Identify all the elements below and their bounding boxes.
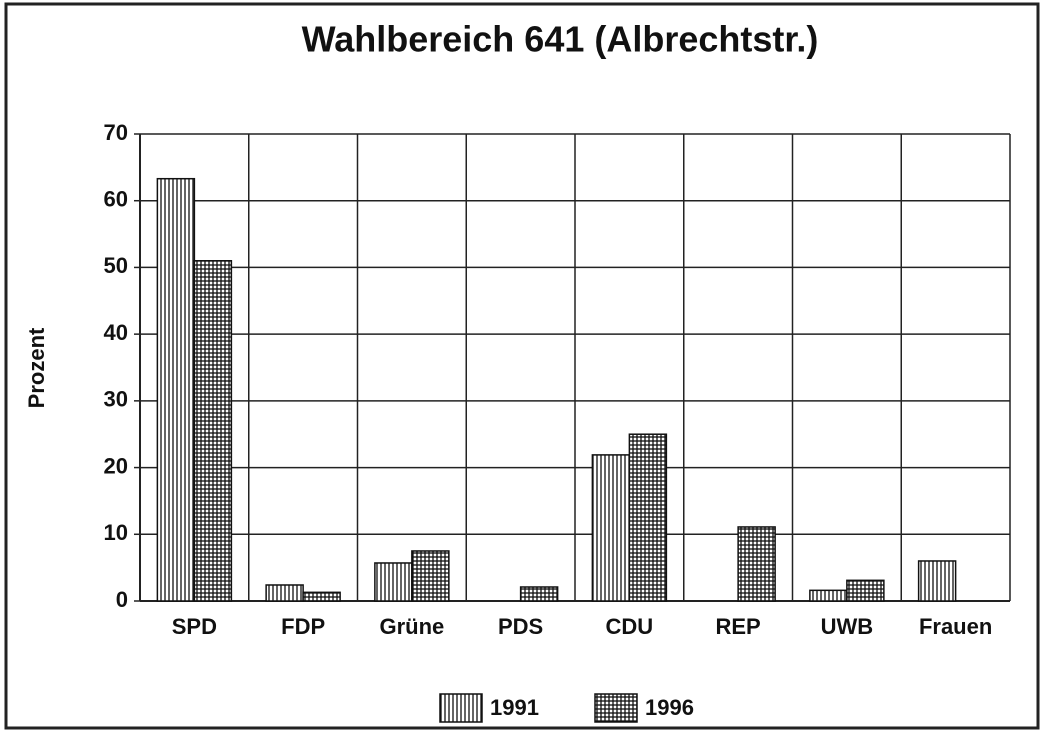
bar <box>519 586 559 602</box>
legend-label: 1991 <box>490 695 539 720</box>
legend-swatch <box>594 693 638 723</box>
bar <box>374 562 413 602</box>
legend-label: 1996 <box>645 695 694 720</box>
x-tick-label: SPD <box>172 614 217 639</box>
y-axis-label: Prozent <box>24 327 49 408</box>
x-tick-label: UWB <box>821 614 874 639</box>
y-tick-label: 60 <box>104 187 128 212</box>
bar <box>193 260 233 602</box>
y-tick-label: 30 <box>104 387 128 412</box>
y-tick-label: 20 <box>104 453 128 478</box>
y-tick-label: 70 <box>104 120 128 145</box>
chart-title: Wahlbereich 641 (Albrechtstr.) <box>302 19 819 60</box>
x-tick-label: Grüne <box>379 614 444 639</box>
bar <box>628 433 668 602</box>
bar <box>156 177 196 602</box>
bar <box>302 591 341 602</box>
x-tick-label: PDS <box>498 614 543 639</box>
bar <box>917 560 957 602</box>
x-tick-label: Frauen <box>919 614 992 639</box>
bar <box>737 526 776 602</box>
y-tick-label: 0 <box>116 587 128 612</box>
x-tick-label: FDP <box>281 614 325 639</box>
bar <box>411 550 450 602</box>
y-tick-label: 50 <box>104 253 128 278</box>
x-tick-label: REP <box>716 614 761 639</box>
legend-swatch <box>439 693 483 723</box>
bar <box>809 589 848 602</box>
frame <box>4 2 1040 730</box>
bar <box>591 454 631 602</box>
x-tick-label: CDU <box>606 614 654 639</box>
bar <box>846 579 885 602</box>
bar <box>265 584 304 602</box>
y-tick-label: 10 <box>104 520 128 545</box>
y-tick-label: 40 <box>104 320 128 345</box>
